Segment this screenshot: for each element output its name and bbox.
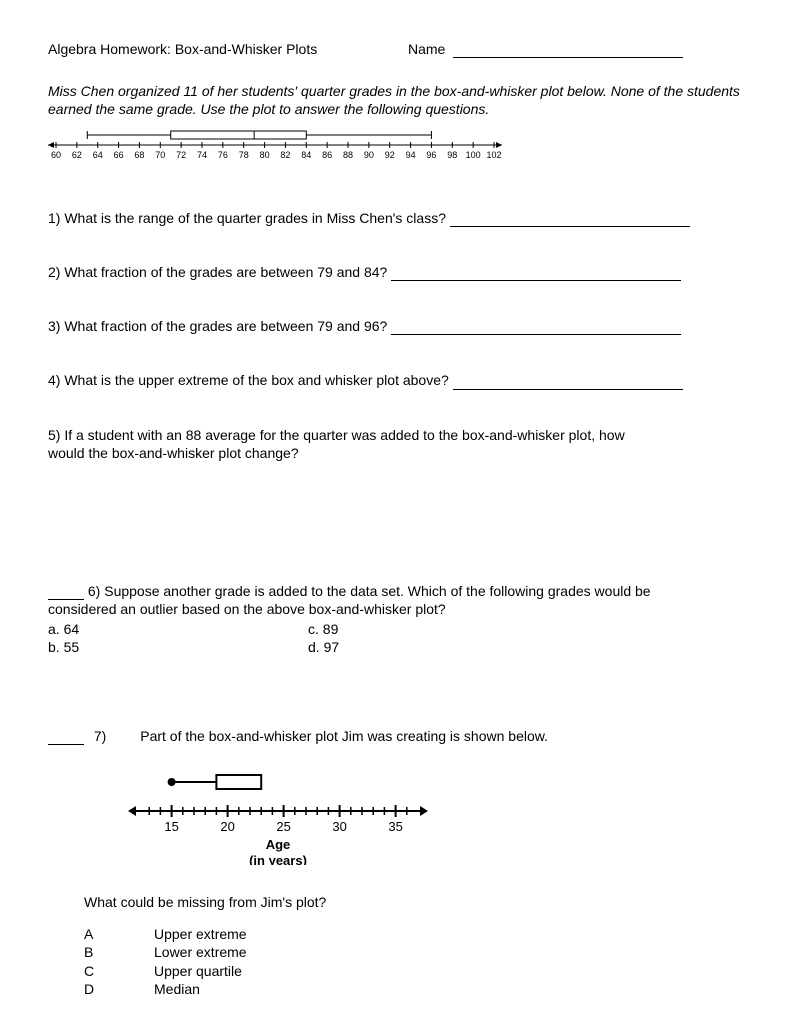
q7-b-text: Lower extreme — [154, 943, 247, 961]
q6-line2: considered an outlier based on the above… — [48, 600, 743, 618]
q6-choice-b: b. 55 — [48, 638, 308, 656]
svg-text:92: 92 — [385, 150, 395, 160]
q7-a-text: Upper extreme — [154, 925, 247, 943]
svg-text:62: 62 — [72, 150, 82, 160]
intro-text: Miss Chen organized 11 of her students' … — [48, 82, 743, 118]
svg-text:100: 100 — [466, 150, 481, 160]
q6-choices: a. 64 b. 55 c. 89 d. 97 — [48, 620, 743, 656]
svg-text:86: 86 — [322, 150, 332, 160]
svg-text:64: 64 — [93, 150, 103, 160]
svg-text:72: 72 — [176, 150, 186, 160]
q7-c-label: C — [84, 962, 154, 980]
question-3: 3) What fraction of the grades are betwe… — [48, 317, 743, 335]
svg-text:80: 80 — [260, 150, 270, 160]
q7-option-a: AUpper extreme — [84, 925, 743, 943]
q7-c-text: Upper quartile — [154, 962, 242, 980]
svg-text:30: 30 — [332, 819, 346, 834]
svg-text:70: 70 — [155, 150, 165, 160]
q7-a-label: A — [84, 925, 154, 943]
svg-text:98: 98 — [447, 150, 457, 160]
svg-text:88: 88 — [343, 150, 353, 160]
q7-option-c: CUpper quartile — [84, 962, 743, 980]
q6-choice-c: c. 89 — [308, 620, 568, 638]
q3-blank[interactable] — [391, 334, 681, 335]
q7-d-label: D — [84, 980, 154, 998]
q3-text: 3) What fraction of the grades are betwe… — [48, 318, 387, 334]
q7-option-b: BLower extreme — [84, 943, 743, 961]
q7-options: AUpper extreme BLower extreme CUpper qua… — [84, 925, 743, 998]
q2-text: 2) What fraction of the grades are betwe… — [48, 264, 387, 280]
q7-option-d: DMedian — [84, 980, 743, 998]
name-blank[interactable] — [453, 57, 683, 58]
worksheet-header: Algebra Homework: Box-and-Whisker Plots … — [48, 40, 743, 58]
q7-number: 7) — [94, 728, 106, 744]
question-5: 5) If a student with an 88 average for t… — [48, 426, 743, 462]
svg-text:96: 96 — [426, 150, 436, 160]
svg-text:25: 25 — [276, 819, 290, 834]
q7-d-text: Median — [154, 980, 200, 998]
svg-text:35: 35 — [388, 819, 402, 834]
q6-choice-a: a. 64 — [48, 620, 308, 638]
q7-text: Part of the box-and-whisker plot Jim was… — [140, 728, 548, 744]
question-1: 1) What is the range of the quarter grad… — [48, 209, 743, 227]
svg-text:66: 66 — [114, 150, 124, 160]
svg-text:Age: Age — [266, 837, 291, 852]
svg-text:82: 82 — [280, 150, 290, 160]
q7-subquestion: What could be missing from Jim's plot? — [84, 893, 743, 911]
q5-line2: would the box-and-whisker plot change? — [48, 444, 743, 462]
question-4: 4) What is the upper extreme of the box … — [48, 371, 743, 389]
worksheet-title: Algebra Homework: Box-and-Whisker Plots — [48, 40, 408, 58]
svg-text:78: 78 — [239, 150, 249, 160]
name-field: Name — [408, 40, 683, 58]
svg-text:76: 76 — [218, 150, 228, 160]
boxplot-2: 15 20 25 30 35 Age(in years) — [118, 765, 438, 865]
question-6: 6) Suppose another grade is added to the… — [48, 582, 743, 657]
q6-choice-d: d. 97 — [308, 638, 568, 656]
question-2: 2) What fraction of the grades are betwe… — [48, 263, 743, 281]
svg-text:74: 74 — [197, 150, 207, 160]
svg-text:20: 20 — [220, 819, 234, 834]
svg-text:60: 60 — [51, 150, 61, 160]
q6-line1: 6) Suppose another grade is added to the… — [88, 583, 651, 599]
svg-text:94: 94 — [406, 150, 416, 160]
q5-line1: 5) If a student with an 88 average for t… — [48, 426, 743, 444]
boxplot-1: 60 62 64 66 68 70 72 74 76 78 80 82 84 86 88 90 92 94 96 98… — [44, 123, 504, 163]
q2-blank[interactable] — [391, 280, 681, 281]
svg-text:15: 15 — [164, 819, 178, 834]
q7-b-label: B — [84, 943, 154, 961]
q4-text: 4) What is the upper extreme of the box … — [48, 372, 449, 388]
q1-text: 1) What is the range of the quarter grad… — [48, 210, 446, 226]
svg-text:68: 68 — [134, 150, 144, 160]
svg-text:90: 90 — [364, 150, 374, 160]
svg-text:84: 84 — [301, 150, 311, 160]
svg-text:102: 102 — [486, 150, 501, 160]
q1-blank[interactable] — [450, 226, 690, 227]
q7-blank[interactable] — [48, 744, 84, 745]
q4-blank[interactable] — [453, 389, 683, 390]
question-7: 7) Part of the box-and-whisker plot Jim … — [48, 727, 743, 998]
svg-text:(in years): (in years) — [249, 853, 307, 865]
name-label: Name — [408, 41, 445, 57]
